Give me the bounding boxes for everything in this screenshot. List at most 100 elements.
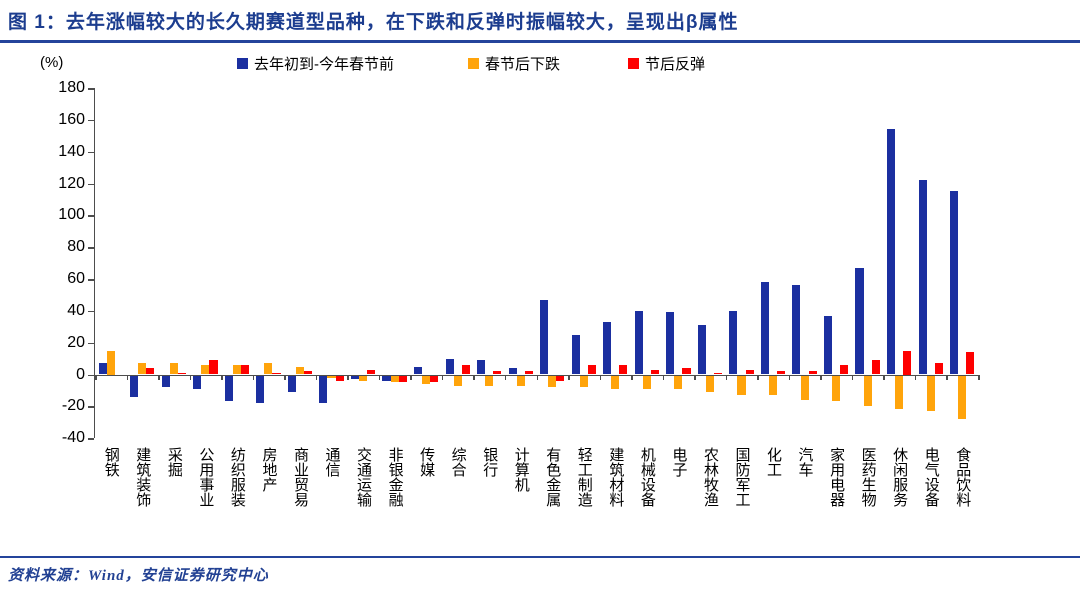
bar-春节后下跌-机械设备 bbox=[642, 376, 651, 389]
x-category-label: 采掘 bbox=[165, 447, 183, 477]
y-tick-label: -20 bbox=[61, 397, 85, 415]
x-tick-mark bbox=[284, 374, 286, 380]
bar-去年初到-今年春节前-纺织服装 bbox=[224, 376, 233, 402]
data-source-note: 资料来源：Wind，安信证券研究中心 bbox=[8, 568, 269, 584]
bar-春节后下跌-汽车 bbox=[800, 376, 809, 400]
bar-节后反弹-商业贸易 bbox=[304, 371, 313, 375]
bar-春节后下跌-国防军工 bbox=[737, 376, 746, 396]
bar-节后反弹-有色金属 bbox=[556, 376, 565, 381]
bar-去年初到-今年春节前-非银金融 bbox=[382, 376, 391, 381]
x-category-label: 机械设备 bbox=[638, 447, 656, 507]
bar-春节后下跌-计算机 bbox=[516, 376, 525, 386]
x-category-label: 传媒 bbox=[418, 447, 436, 477]
x-category-label: 银行 bbox=[481, 447, 499, 477]
bar-春节后下跌-通信 bbox=[327, 376, 336, 378]
y-tick-label: -40 bbox=[61, 429, 85, 447]
x-tick-mark bbox=[599, 374, 602, 380]
bar-节后反弹-计算机 bbox=[524, 371, 533, 375]
bar-去年初到-今年春节前-建筑装饰 bbox=[130, 376, 139, 397]
x-tick-mark bbox=[978, 374, 980, 380]
x-category-label: 农林牧渔 bbox=[701, 447, 719, 507]
x-category-label: 家用电器 bbox=[828, 447, 846, 507]
x-tick-mark bbox=[694, 374, 696, 380]
bar-节后反弹-综合 bbox=[461, 364, 470, 375]
x-tick-mark bbox=[914, 374, 917, 380]
legend-label: 春节后下跌 bbox=[485, 55, 561, 73]
x-axis-line bbox=[93, 374, 978, 376]
x-tick-mark bbox=[221, 374, 223, 380]
bar-去年初到-今年春节前-化工 bbox=[760, 282, 769, 375]
bar-春节后下跌-电子 bbox=[674, 376, 683, 389]
bar-节后反弹-食品饮料 bbox=[966, 352, 975, 375]
y-axis-line bbox=[93, 88, 95, 439]
bar-节后反弹-交通运输 bbox=[367, 369, 376, 375]
x-tick-mark bbox=[946, 374, 948, 380]
y-tick-label: 80 bbox=[67, 238, 85, 256]
x-category-label: 通信 bbox=[323, 447, 341, 477]
x-tick-mark bbox=[189, 374, 192, 380]
x-tick-mark bbox=[252, 374, 255, 380]
bar-春节后下跌-综合 bbox=[453, 376, 462, 386]
figure-title: 图 1：去年涨幅较大的长久期赛道型品种，在下跌和反弹时振幅较大，呈现出β属性 bbox=[8, 7, 738, 34]
x-tick-mark bbox=[441, 374, 444, 380]
x-category-label: 轻工制造 bbox=[575, 447, 593, 507]
bar-去年初到-今年春节前-有色金属 bbox=[540, 299, 549, 375]
y-tick-mark bbox=[88, 438, 94, 440]
legend-item: 节后反弹 bbox=[628, 55, 705, 73]
x-tick-mark bbox=[725, 374, 728, 380]
x-tick-mark bbox=[504, 374, 507, 380]
bar-去年初到-今年春节前-建筑材料 bbox=[603, 321, 612, 375]
bar-春节后下跌-有色金属 bbox=[548, 376, 557, 388]
x-category-label: 建筑装饰 bbox=[134, 447, 152, 507]
x-tick-mark bbox=[378, 374, 381, 380]
bar-节后反弹-建筑装饰 bbox=[146, 368, 155, 375]
bar-春节后下跌-采掘 bbox=[169, 363, 178, 375]
bar-去年初到-今年春节前-轻工制造 bbox=[571, 334, 580, 375]
x-category-label: 休闲服务 bbox=[891, 447, 909, 507]
x-category-label: 钢铁 bbox=[102, 447, 120, 477]
x-tick-mark bbox=[568, 374, 570, 380]
y-tick-mark bbox=[88, 215, 94, 217]
y-tick-label: 0 bbox=[76, 365, 85, 383]
x-category-label: 纺织服装 bbox=[228, 447, 246, 507]
bar-节后反弹-公用事业 bbox=[209, 360, 218, 375]
bar-去年初到-今年春节前-综合 bbox=[445, 358, 454, 375]
bar-春节后下跌-钢铁 bbox=[106, 350, 115, 375]
x-tick-mark bbox=[347, 374, 349, 380]
x-tick-mark bbox=[410, 374, 412, 380]
y-tick-mark bbox=[88, 88, 94, 90]
y-tick-label: 140 bbox=[58, 142, 85, 160]
footer-divider bbox=[0, 556, 1080, 558]
y-tick-mark bbox=[88, 374, 94, 376]
bar-去年初到-今年春节前-电子 bbox=[666, 312, 675, 375]
figure-title-text: 去年涨幅较大的长久期赛道型品种，在下跌和反弹时振幅较大，呈现出β属性 bbox=[65, 12, 739, 33]
bar-去年初到-今年春节前-房地产 bbox=[256, 376, 265, 404]
bar-春节后下跌-交通运输 bbox=[359, 376, 368, 381]
bar-去年初到-今年春节前-农林牧渔 bbox=[697, 325, 706, 375]
legend-item: 春节后下跌 bbox=[468, 55, 561, 73]
x-tick-mark bbox=[536, 374, 538, 380]
bar-节后反弹-电子 bbox=[682, 368, 691, 375]
bar-去年初到-今年春节前-家用电器 bbox=[823, 315, 833, 375]
bar-春节后下跌-纺织服装 bbox=[232, 364, 241, 375]
legend-label: 去年初到-今年春节前 bbox=[254, 55, 394, 73]
bar-去年初到-今年春节前-商业贸易 bbox=[287, 376, 296, 392]
y-tick-mark bbox=[88, 183, 94, 185]
x-tick-mark bbox=[631, 374, 633, 380]
x-category-label: 电子 bbox=[670, 447, 688, 477]
y-tick-label: 180 bbox=[58, 79, 85, 96]
bar-节后反弹-采掘 bbox=[177, 372, 186, 375]
y-tick-mark bbox=[88, 279, 94, 281]
x-category-label: 化工 bbox=[765, 447, 783, 477]
y-tick-mark bbox=[88, 342, 94, 345]
bar-春节后下跌-医药生物 bbox=[863, 376, 872, 407]
x-tick-mark bbox=[126, 374, 129, 380]
bar-节后反弹-国防军工 bbox=[745, 369, 754, 375]
x-category-label: 非银金融 bbox=[386, 447, 404, 507]
bar-去年初到-今年春节前-国防军工 bbox=[729, 310, 738, 375]
bar-春节后下跌-食品饮料 bbox=[958, 376, 967, 419]
x-tick-mark bbox=[820, 374, 822, 380]
bar-去年初到-今年春节前-计算机 bbox=[508, 368, 517, 375]
legend-swatch-icon bbox=[237, 57, 248, 69]
figure-number: 图 1： bbox=[8, 12, 66, 33]
